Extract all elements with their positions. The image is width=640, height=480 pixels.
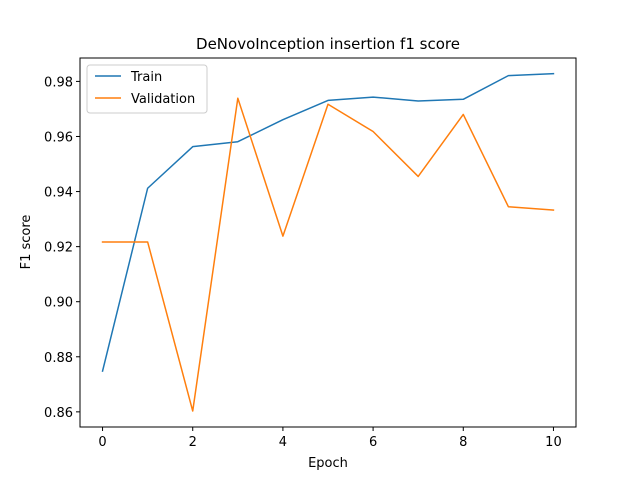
y-tick-label: 0.94 xyxy=(44,186,73,201)
x-tick-label: 10 xyxy=(545,435,562,450)
plot-area-frame xyxy=(79,57,577,428)
legend: Train Validation xyxy=(86,64,208,114)
legend-box xyxy=(86,64,208,114)
y-axis-label: F1 score xyxy=(19,215,34,270)
x-axis: 0 2 4 6 8 10 xyxy=(98,427,562,450)
y-axis: 0.86 0.88 0.90 0.92 0.94 0.96 0.98 xyxy=(44,75,80,421)
x-axis-label: Epoch xyxy=(308,456,348,471)
x-tick-label: 2 xyxy=(189,435,197,450)
x-tick-label: 6 xyxy=(369,435,377,450)
series-layer xyxy=(101,72,555,412)
chart-title: DeNovoInception insertion f1 score xyxy=(196,35,460,53)
y-tick-label: 0.98 xyxy=(44,75,73,90)
y-tick-label: 0.92 xyxy=(44,241,73,256)
x-tick-label: 0 xyxy=(98,435,106,450)
series-line-validation xyxy=(101,97,555,412)
y-tick-label: 0.86 xyxy=(44,406,73,421)
x-tick-label: 8 xyxy=(459,435,467,450)
x-tick-label: 4 xyxy=(279,435,287,450)
y-tick-label: 0.88 xyxy=(44,351,73,366)
legend-label-validation: Validation xyxy=(131,92,195,107)
y-tick-label: 0.90 xyxy=(44,296,73,311)
y-tick-label: 0.96 xyxy=(44,130,73,145)
series-line-train xyxy=(101,72,555,373)
legend-label-train: Train xyxy=(130,70,162,85)
